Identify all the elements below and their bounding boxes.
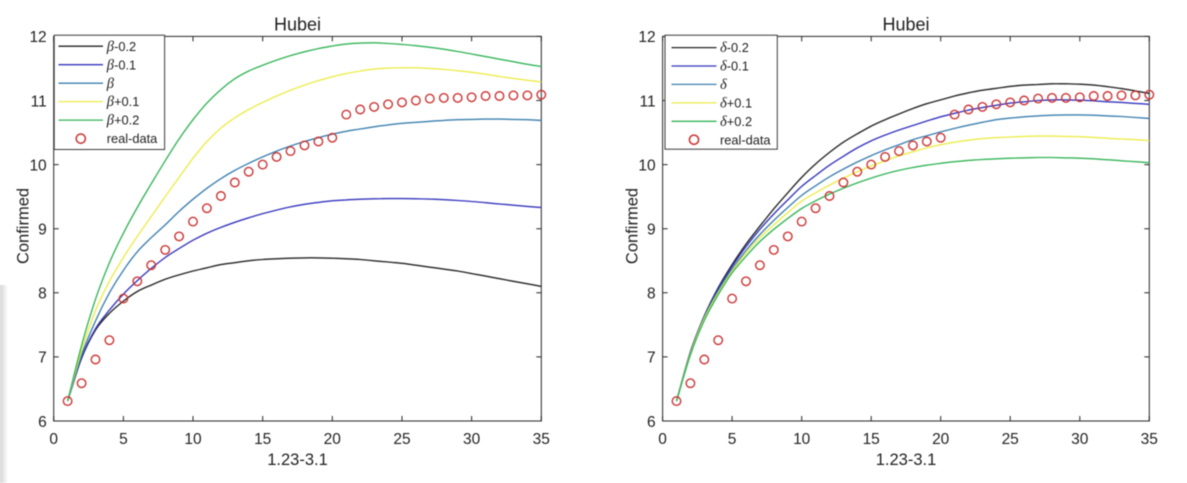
svg-text:11: 11 xyxy=(640,93,656,110)
svg-text:10: 10 xyxy=(793,431,811,448)
svg-text:δ-0.1: δ-0.1 xyxy=(720,59,749,75)
svg-text:5: 5 xyxy=(119,431,128,448)
svg-text:5: 5 xyxy=(728,431,737,448)
svg-text:30: 30 xyxy=(463,431,481,448)
svg-text:δ: δ xyxy=(720,77,727,93)
svg-text:7: 7 xyxy=(38,350,47,367)
svg-text:8: 8 xyxy=(38,286,47,303)
svg-text:10: 10 xyxy=(638,157,656,174)
svg-text:7: 7 xyxy=(647,350,656,367)
svg-text:Confirmed: Confirmed xyxy=(15,188,33,264)
svg-text:Hubei: Hubei xyxy=(882,14,929,34)
svg-text:8: 8 xyxy=(647,286,656,303)
svg-text:20: 20 xyxy=(932,431,950,448)
svg-text:12: 12 xyxy=(29,29,46,46)
svg-text:10: 10 xyxy=(184,431,202,448)
svg-text:25: 25 xyxy=(393,431,410,448)
svg-text:Confirmed: Confirmed xyxy=(624,188,642,264)
svg-text:δ+0.1: δ+0.1 xyxy=(720,96,752,112)
svg-text:15: 15 xyxy=(863,431,880,448)
svg-text:β+0.2: β+0.2 xyxy=(106,113,140,129)
svg-text:Hubei: Hubei xyxy=(274,14,321,34)
svg-text:6: 6 xyxy=(647,414,656,431)
svg-text:0: 0 xyxy=(49,431,58,448)
svg-text:9: 9 xyxy=(647,222,656,239)
svg-text:δ-0.2: δ-0.2 xyxy=(720,40,749,56)
svg-text:0: 0 xyxy=(658,431,667,448)
svg-text:6: 6 xyxy=(38,414,47,431)
svg-text:β-0.1: β-0.1 xyxy=(106,57,136,73)
svg-text:35: 35 xyxy=(533,431,550,448)
svg-text:35: 35 xyxy=(1141,431,1158,448)
svg-text:15: 15 xyxy=(254,431,271,448)
svg-text:25: 25 xyxy=(1002,431,1019,448)
svg-text:20: 20 xyxy=(324,431,342,448)
svg-text:β-0.2: β-0.2 xyxy=(106,39,136,55)
svg-text:β+0.1: β+0.1 xyxy=(106,94,140,110)
svg-text:real-data: real-data xyxy=(720,132,771,147)
svg-text:β: β xyxy=(106,76,115,92)
svg-text:11: 11 xyxy=(31,93,47,110)
svg-text:1.23-3.1: 1.23-3.1 xyxy=(876,451,937,469)
svg-text:12: 12 xyxy=(638,29,655,46)
svg-text:1.23-3.1: 1.23-3.1 xyxy=(267,451,328,469)
svg-text:10: 10 xyxy=(29,157,47,174)
svg-text:9: 9 xyxy=(38,222,47,239)
svg-text:δ+0.2: δ+0.2 xyxy=(720,114,752,130)
svg-text:30: 30 xyxy=(1071,431,1089,448)
svg-text:real-data: real-data xyxy=(107,131,158,146)
